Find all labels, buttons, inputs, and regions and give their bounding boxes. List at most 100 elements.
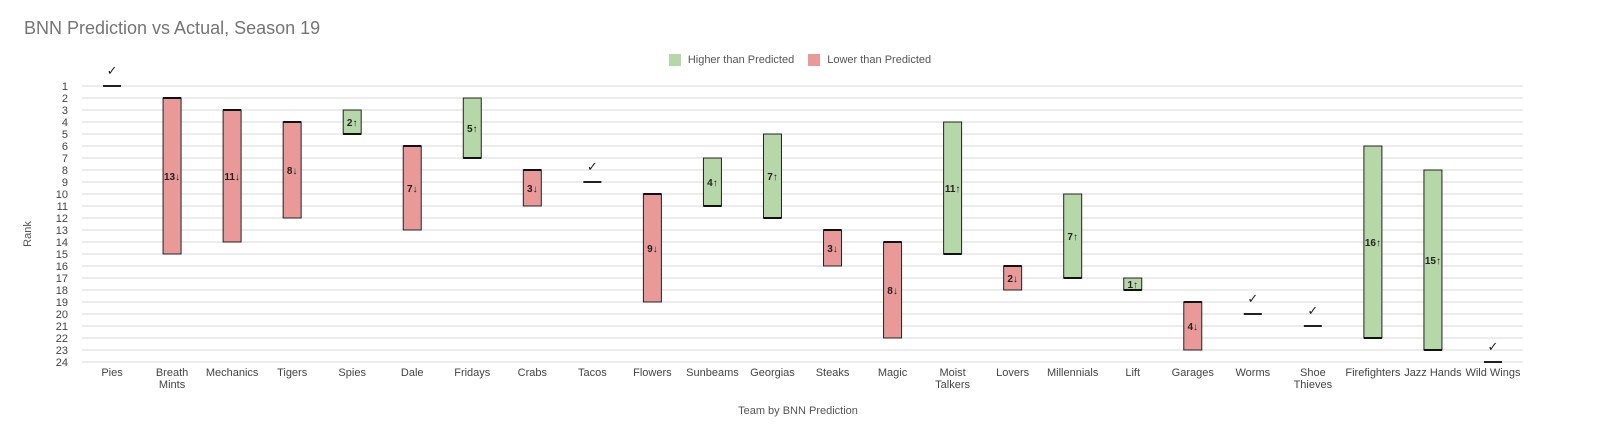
bar-17[interactable] [1123, 277, 1143, 291]
bar-12[interactable] [823, 229, 843, 267]
y-tick-label: 5 [62, 129, 68, 141]
bar-3[interactable] [282, 121, 302, 219]
legend-swatch-lower [808, 54, 821, 66]
bar-1[interactable] [162, 97, 182, 255]
bar-label: 2↓ [1007, 274, 1018, 285]
y-tick-label: 13 [56, 225, 68, 237]
bar-6[interactable] [462, 97, 482, 159]
x-tick-label: Fridays [454, 367, 491, 379]
x-axis-label: Team by BNN Prediction [738, 405, 858, 417]
bar-label: 11↑ [945, 184, 961, 195]
bar-label: 1↑ [1127, 280, 1138, 291]
legend-swatch-higher [668, 54, 681, 66]
y-tick-label: 6 [62, 141, 68, 153]
x-tick-label: Crabs [518, 367, 548, 379]
y-tick-label: 3 [62, 105, 68, 117]
y-tick-label: 23 [56, 345, 68, 357]
legend-item-lower[interactable]: Lower than Predicted [808, 54, 931, 66]
bar-label: 2↑ [347, 118, 358, 129]
bar-21[interactable] [1363, 145, 1383, 339]
y-tick-label: 17 [56, 273, 68, 285]
legend-label-higher: Higher than Predicted [687, 54, 795, 66]
y-tick-label: 22 [56, 333, 68, 345]
bar-9[interactable] [642, 193, 662, 303]
bar-label: 7↑ [767, 172, 778, 183]
bar-label: 7↓ [407, 184, 418, 195]
bar-15[interactable] [1003, 265, 1023, 291]
x-tick-label: Millennials [1047, 367, 1099, 379]
legend: Higher than Predicted Lower than Predict… [0, 54, 1600, 66]
legend-label-lower: Lower than Predicted [827, 54, 932, 66]
bar-10[interactable] [702, 157, 722, 207]
gridlines [82, 85, 1523, 363]
bar-22[interactable] [1423, 169, 1443, 351]
x-tick-label: Sunbeams [686, 367, 739, 379]
y-tick-label: 9 [62, 177, 68, 189]
bar-label: 16↑ [1365, 238, 1381, 249]
bar-label: 11↓ [224, 172, 240, 183]
bars: ✓ 13↓ 11↓ 8↓ 2↑ 7↓ 5↑ 3↓ ✓ 9↓ 4↑ 7↑ 3↓ 8↓ 11↑ 2↓ 7↑ 1↑ 4↓ ✓… [103, 63, 1502, 363]
x-tick-label: Jazz Hands [1404, 367, 1462, 379]
x-tick-label: Tacos [578, 367, 607, 379]
bar-13[interactable] [883, 241, 903, 339]
x-tick-label: Steaks [816, 367, 850, 379]
y-tick-label: 10 [56, 189, 68, 201]
bar-label: 3↓ [527, 184, 538, 195]
bar-5[interactable] [402, 145, 422, 231]
x-tick-labels: Pies Breath Mints Mechanics Tigers Spies Dale F… [101, 367, 1521, 391]
y-tick-label: 8 [62, 165, 68, 177]
bar-18[interactable] [1183, 301, 1203, 351]
bar-4[interactable] [342, 109, 362, 135]
chart-title: BNN Prediction vs Actual, Season 19 [24, 18, 321, 38]
legend-item-higher[interactable]: Higher than Predicted [668, 54, 795, 66]
x-tick-label: Mechanics [206, 367, 259, 379]
y-tick-label: 7 [62, 153, 68, 165]
y-tick-label: 14 [56, 237, 68, 249]
y-tick-label: 19 [56, 297, 68, 309]
bar-label: 8↓ [287, 166, 298, 177]
bar-14[interactable] [943, 121, 963, 255]
bar-label: 13↓ [164, 172, 180, 183]
y-axis-label: Rank [22, 221, 34, 247]
bar-label: 15↑ [1425, 256, 1441, 267]
bar-16[interactable] [1063, 193, 1083, 279]
x-tick-label: Shoe Thieves [1294, 367, 1333, 391]
y-tick-label: 15 [56, 249, 68, 261]
y-tick-label: 12 [56, 213, 68, 225]
check-mark: ✓ [1307, 303, 1318, 318]
x-tick-label: Magic [878, 367, 908, 379]
x-tick-label: Wild Wings [1465, 367, 1521, 379]
bar-label: 4↑ [707, 178, 718, 189]
x-tick-label: Moist Talkers [935, 367, 970, 391]
x-tick-label: Lovers [996, 367, 1030, 379]
bar-11[interactable] [762, 133, 782, 219]
x-tick-label: Georgias [750, 367, 795, 379]
x-tick-label: Tigers [277, 367, 308, 379]
x-tick-label: Flowers [633, 367, 672, 379]
x-tick-label: Pies [101, 367, 123, 379]
y-tick-label: 4 [62, 117, 68, 129]
bar-2[interactable] [222, 109, 242, 243]
x-tick-label: Breath Mints [156, 367, 188, 391]
x-tick-label: Garages [1172, 367, 1215, 379]
bar-label: 5↑ [467, 124, 478, 135]
bar-label: 7↑ [1067, 232, 1078, 243]
bar-label: 8↓ [887, 286, 898, 297]
bar-label: 3↓ [827, 244, 838, 255]
y-tick-label: 24 [56, 357, 68, 369]
x-tick-label: Dale [401, 367, 424, 379]
x-tick-label: Spies [338, 367, 366, 379]
bar-label: 9↓ [647, 244, 658, 255]
y-tick-label: 18 [56, 285, 68, 297]
y-tick-label: 20 [56, 309, 68, 321]
bar-7[interactable] [522, 169, 542, 207]
x-tick-label: Firefighters [1345, 367, 1401, 379]
y-tick-label: 16 [56, 261, 68, 273]
x-tick-label: Worms [1235, 367, 1270, 379]
x-tick-label: Lift [1125, 367, 1140, 379]
bar-label: 4↓ [1187, 322, 1198, 333]
check-mark: ✓ [1488, 339, 1499, 354]
y-tick-label: 2 [62, 93, 68, 105]
